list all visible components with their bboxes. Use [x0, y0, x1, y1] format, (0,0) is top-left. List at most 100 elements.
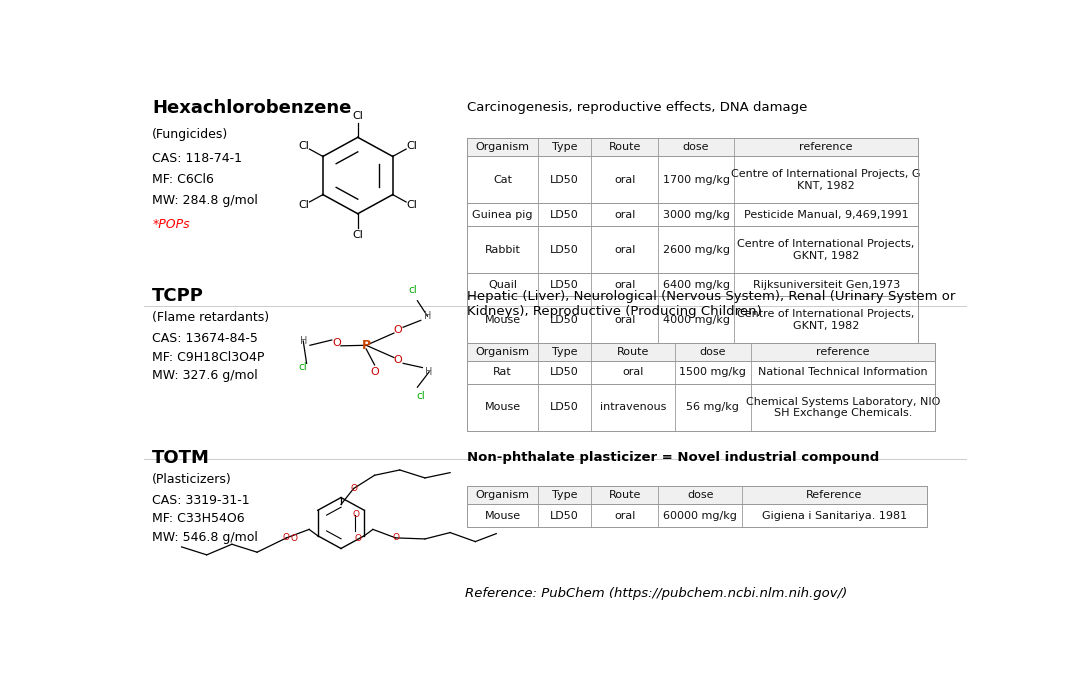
Text: Mouse: Mouse: [484, 511, 521, 521]
Text: National Technical Information: National Technical Information: [758, 367, 928, 378]
Bar: [467, 273, 918, 296]
Text: O: O: [283, 533, 290, 542]
Text: Hepatic (Liver), Neurological (Nervous System), Renal (Urinary System or
Kidneys: Hepatic (Liver), Neurological (Nervous S…: [467, 289, 955, 318]
Text: Cl: Cl: [406, 141, 417, 151]
Text: *POPs: *POPs: [152, 218, 190, 231]
Text: CAS: 13674-84-5: CAS: 13674-84-5: [152, 332, 258, 345]
Text: 1700 mg/kg: 1700 mg/kg: [663, 175, 730, 185]
Text: H: H: [423, 311, 431, 321]
Text: Cat: Cat: [493, 175, 512, 185]
Bar: [467, 203, 918, 227]
Text: (Plasticizers): (Plasticizers): [152, 473, 232, 486]
Text: O: O: [370, 367, 379, 377]
Bar: [467, 342, 936, 360]
Text: O: O: [394, 325, 403, 336]
Text: LD50: LD50: [550, 280, 579, 290]
Text: cl: cl: [416, 391, 426, 401]
Text: Type: Type: [552, 347, 577, 357]
Text: Route: Route: [609, 143, 641, 152]
Text: LD50: LD50: [550, 209, 579, 220]
Text: CAS: 3319-31-1: CAS: 3319-31-1: [152, 494, 250, 507]
Text: Cl: Cl: [352, 112, 363, 121]
Text: LD50: LD50: [550, 402, 579, 412]
Text: Organism: Organism: [475, 490, 530, 500]
Text: Rabbit: Rabbit: [484, 245, 521, 255]
Text: oral: oral: [614, 245, 636, 255]
Text: (Fungicides): (Fungicides): [152, 127, 229, 141]
Text: 4000 mg/kg: 4000 mg/kg: [663, 315, 730, 325]
Text: Type: Type: [552, 490, 577, 500]
Text: O: O: [290, 535, 298, 544]
Bar: [467, 384, 936, 431]
Text: CAS: 118-74-1: CAS: 118-74-1: [152, 152, 243, 165]
Text: 2600 mg/kg: 2600 mg/kg: [663, 245, 730, 255]
Text: O: O: [394, 355, 403, 365]
Text: cl: cl: [299, 362, 308, 371]
Text: oral: oral: [614, 280, 636, 290]
Text: reference: reference: [817, 347, 870, 357]
Text: Mouse: Mouse: [484, 402, 521, 412]
Text: oral: oral: [614, 209, 636, 220]
Text: dose: dose: [687, 490, 714, 500]
Text: 56 mg/kg: 56 mg/kg: [687, 402, 740, 412]
Text: LD50: LD50: [550, 315, 579, 325]
Text: Reference: Reference: [807, 490, 863, 500]
Text: Carcinogenesis, reproductive effects, DNA damage: Carcinogenesis, reproductive effects, DN…: [467, 101, 807, 114]
Text: O: O: [332, 338, 341, 348]
Text: 1500 mg/kg: 1500 mg/kg: [679, 367, 746, 378]
Text: (Flame retardants): (Flame retardants): [152, 311, 270, 324]
Text: MF: C6Cl6: MF: C6Cl6: [152, 173, 214, 186]
Text: O: O: [354, 535, 362, 544]
Text: H: H: [426, 367, 433, 377]
Text: Pesticide Manual, 9,469,1991: Pesticide Manual, 9,469,1991: [744, 209, 909, 220]
Text: Quail: Quail: [488, 280, 517, 290]
Bar: [467, 296, 918, 343]
Text: dose: dose: [682, 143, 709, 152]
Text: reference: reference: [799, 143, 853, 152]
Text: Rat: Rat: [493, 367, 512, 378]
Bar: [467, 227, 918, 273]
Text: MF: C33H54O6: MF: C33H54O6: [152, 513, 245, 526]
Text: Cl: Cl: [298, 141, 309, 151]
Text: Guinea pig: Guinea pig: [472, 209, 533, 220]
Text: Non-phthalate plasticizer = Novel industrial compound: Non-phthalate plasticizer = Novel indust…: [467, 451, 879, 464]
Bar: [467, 138, 918, 156]
Text: Route: Route: [617, 347, 650, 357]
Bar: [467, 360, 936, 384]
Text: MW: 284.8 g/mol: MW: 284.8 g/mol: [152, 194, 258, 207]
Text: Organism: Organism: [475, 347, 530, 357]
Text: LD50: LD50: [550, 175, 579, 185]
Text: Centre of International Projects, G
KNT, 1982: Centre of International Projects, G KNT,…: [731, 169, 921, 191]
Text: Route: Route: [609, 490, 641, 500]
Text: oral: oral: [614, 175, 636, 185]
Text: Gigiena i Sanitariya. 1981: Gigiena i Sanitariya. 1981: [762, 511, 908, 521]
Text: Mouse: Mouse: [484, 315, 521, 325]
Text: MW: 327.6 g/mol: MW: 327.6 g/mol: [152, 369, 258, 382]
Text: TOTM: TOTM: [152, 449, 210, 466]
Text: oral: oral: [623, 367, 643, 378]
Text: cl: cl: [408, 285, 417, 295]
Text: Rijksuniversiteit Gen,1973: Rijksuniversiteit Gen,1973: [753, 280, 900, 290]
Text: P: P: [362, 339, 370, 352]
Text: oral: oral: [614, 315, 636, 325]
Text: H: H: [300, 336, 306, 346]
Text: 3000 mg/kg: 3000 mg/kg: [663, 209, 730, 220]
Text: 60000 mg/kg: 60000 mg/kg: [663, 511, 738, 521]
Text: LD50: LD50: [550, 245, 579, 255]
Bar: [467, 156, 918, 203]
Text: Cl: Cl: [406, 200, 417, 210]
Text: O: O: [350, 484, 357, 493]
Text: Organism: Organism: [475, 143, 530, 152]
Text: Cl: Cl: [352, 229, 363, 240]
Text: intravenous: intravenous: [600, 402, 666, 412]
Text: dose: dose: [700, 347, 726, 357]
Text: Chemical Systems Laboratory, NIO
SH Exchange Chemicals.: Chemical Systems Laboratory, NIO SH Exch…: [746, 397, 940, 418]
Bar: [467, 504, 927, 527]
Text: TCPP: TCPP: [152, 287, 204, 305]
Text: Cl: Cl: [298, 200, 309, 210]
Text: MF: C9H18Cl3O4P: MF: C9H18Cl3O4P: [152, 351, 264, 364]
Text: O: O: [353, 509, 360, 519]
Text: 6400 mg/kg: 6400 mg/kg: [663, 280, 730, 290]
Text: Centre of International Projects,
GKNT, 1982: Centre of International Projects, GKNT, …: [738, 309, 915, 331]
Text: Hexachlorobenzene: Hexachlorobenzene: [152, 99, 352, 116]
